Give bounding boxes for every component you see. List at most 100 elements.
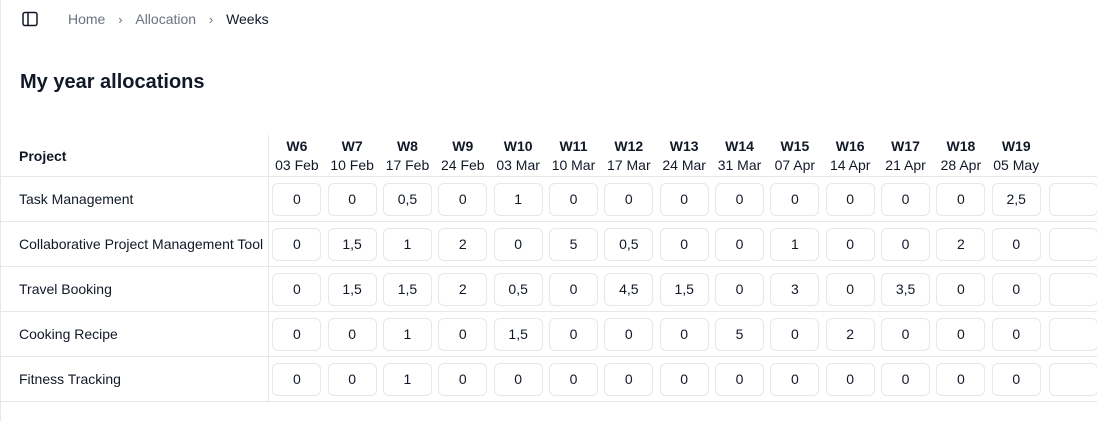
- project-name: Task Management: [1, 176, 270, 222]
- allocation-input[interactable]: [881, 317, 931, 351]
- allocation-input[interactable]: [936, 362, 986, 396]
- allocation-cell-overflow: [1044, 267, 1097, 312]
- allocation-input[interactable]: [936, 317, 986, 351]
- allocation-input[interactable]: [382, 182, 432, 216]
- allocation-input[interactable]: [327, 227, 377, 261]
- allocation-input[interactable]: [382, 272, 432, 306]
- allocation-input[interactable]: [493, 317, 543, 351]
- allocation-input[interactable]: [548, 362, 598, 396]
- week-header: W11 10 Mar: [546, 135, 601, 177]
- breadcrumb-home[interactable]: Home: [68, 11, 106, 27]
- allocation-input[interactable]: [493, 362, 543, 396]
- allocation-cell: [601, 267, 656, 312]
- week-date: 17 Mar: [607, 157, 651, 173]
- allocation-input-overflow[interactable]: [1048, 182, 1097, 216]
- allocation-input[interactable]: [881, 227, 931, 261]
- allocation-input[interactable]: [825, 317, 875, 351]
- week-header: W16 14 Apr: [823, 135, 878, 177]
- week-number: W7: [341, 138, 363, 154]
- week-date: 28 Apr: [940, 157, 982, 173]
- allocation-input[interactable]: [659, 227, 709, 261]
- allocation-input[interactable]: [770, 317, 820, 351]
- allocation-input[interactable]: [715, 317, 765, 351]
- allocation-input[interactable]: [825, 272, 875, 306]
- allocation-input[interactable]: [327, 317, 377, 351]
- allocation-input[interactable]: [991, 182, 1041, 216]
- allocation-input[interactable]: [493, 182, 543, 216]
- allocation-input[interactable]: [770, 362, 820, 396]
- allocation-input[interactable]: [604, 182, 654, 216]
- allocation-cell: [878, 267, 933, 312]
- allocation-input[interactable]: [659, 362, 709, 396]
- allocation-input[interactable]: [881, 182, 931, 216]
- week-date: 10 Mar: [551, 157, 596, 173]
- allocation-input-overflow[interactable]: [1048, 317, 1097, 351]
- week-date: 03 Feb: [275, 157, 319, 173]
- allocation-input[interactable]: [659, 182, 709, 216]
- allocation-input[interactable]: [715, 227, 765, 261]
- breadcrumb-allocation[interactable]: Allocation: [135, 11, 197, 27]
- allocation-cell: [989, 222, 1044, 267]
- allocation-input[interactable]: [825, 227, 875, 261]
- allocation-input[interactable]: [715, 272, 765, 306]
- allocation-input[interactable]: [936, 227, 986, 261]
- allocation-input[interactable]: [604, 272, 654, 306]
- allocation-input[interactable]: [272, 362, 322, 396]
- allocation-input[interactable]: [770, 227, 820, 261]
- allocation-cell-overflow: [1044, 222, 1097, 267]
- allocation-input[interactable]: [936, 272, 986, 306]
- allocation-input[interactable]: [438, 182, 488, 216]
- allocation-input[interactable]: [382, 227, 432, 261]
- allocation-input[interactable]: [382, 317, 432, 351]
- week-date: 31 Mar: [717, 157, 762, 173]
- allocation-cell: [546, 267, 601, 312]
- allocation-cell: [490, 267, 545, 312]
- allocation-input[interactable]: [604, 362, 654, 396]
- allocation-input[interactable]: [327, 362, 377, 396]
- allocation-input[interactable]: [825, 362, 875, 396]
- allocation-input[interactable]: [438, 227, 488, 261]
- allocation-input[interactable]: [991, 362, 1041, 396]
- allocation-input[interactable]: [272, 272, 322, 306]
- allocation-input[interactable]: [272, 182, 322, 216]
- allocation-input[interactable]: [881, 272, 931, 306]
- allocation-input[interactable]: [770, 272, 820, 306]
- page-title: My year allocations: [20, 71, 205, 93]
- allocation-input[interactable]: [438, 272, 488, 306]
- allocation-input[interactable]: [659, 272, 709, 306]
- allocation-input[interactable]: [327, 182, 377, 216]
- allocation-cell: [490, 222, 545, 267]
- allocation-input[interactable]: [770, 182, 820, 216]
- allocation-input[interactable]: [936, 182, 986, 216]
- allocation-input[interactable]: [548, 182, 598, 216]
- allocation-input[interactable]: [991, 317, 1041, 351]
- allocation-input[interactable]: [438, 362, 488, 396]
- allocation-input[interactable]: [327, 272, 377, 306]
- allocation-input[interactable]: [881, 362, 931, 396]
- allocation-input[interactable]: [825, 182, 875, 216]
- allocation-input[interactable]: [659, 317, 709, 351]
- sidebar-toggle-icon[interactable]: [21, 10, 39, 28]
- allocation-input[interactable]: [272, 227, 322, 261]
- allocation-cell: [657, 267, 712, 312]
- allocation-input[interactable]: [382, 362, 432, 396]
- allocation-input[interactable]: [604, 317, 654, 351]
- allocation-input-overflow[interactable]: [1048, 272, 1097, 306]
- allocation-input[interactable]: [272, 317, 322, 351]
- allocation-input[interactable]: [548, 272, 598, 306]
- allocation-input[interactable]: [604, 227, 654, 261]
- allocation-input[interactable]: [548, 317, 598, 351]
- allocation-cell: [933, 312, 988, 357]
- allocation-cell: [767, 267, 822, 312]
- allocation-input[interactable]: [493, 272, 543, 306]
- allocation-input[interactable]: [715, 182, 765, 216]
- allocation-cell: [601, 357, 656, 402]
- allocation-input[interactable]: [438, 317, 488, 351]
- allocation-input-overflow[interactable]: [1048, 227, 1097, 261]
- allocation-input[interactable]: [548, 227, 598, 261]
- allocation-input[interactable]: [715, 362, 765, 396]
- allocation-input[interactable]: [991, 227, 1041, 261]
- allocation-input[interactable]: [991, 272, 1041, 306]
- allocation-input-overflow[interactable]: [1048, 362, 1097, 396]
- allocation-input[interactable]: [493, 227, 543, 261]
